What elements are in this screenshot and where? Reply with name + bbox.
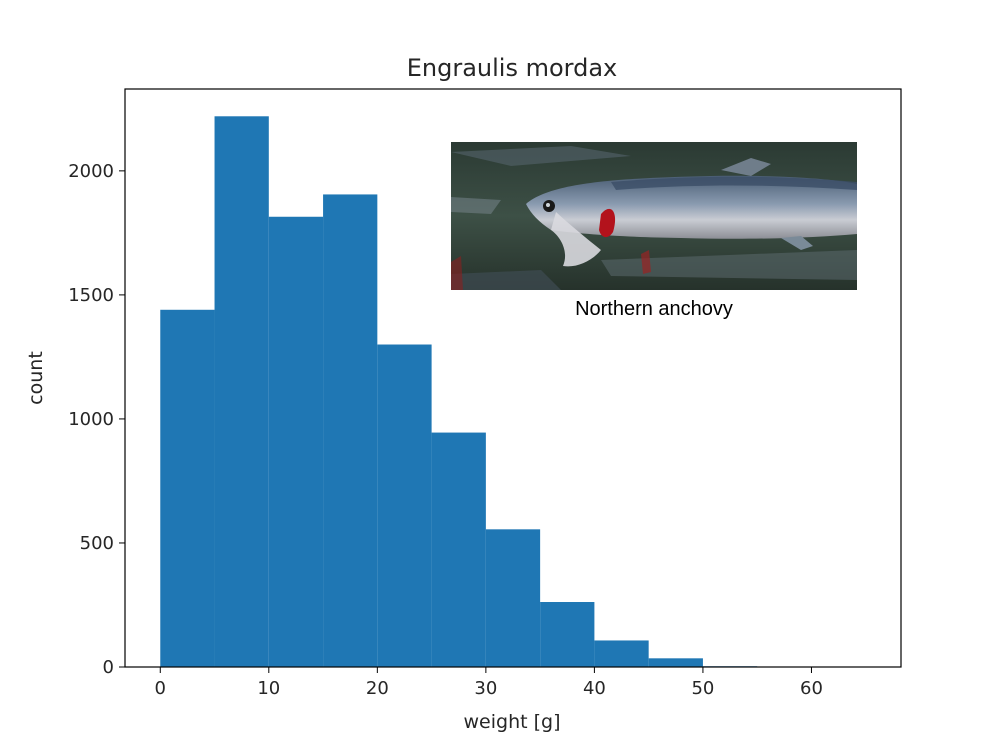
y-axis-label: count: [25, 351, 47, 405]
histogram-bar-5: [431, 432, 486, 667]
histogram-bar-8: [594, 640, 649, 667]
x-axis-label: weight [g]: [464, 711, 561, 733]
histogram-bar-9: [648, 658, 703, 667]
x-tick-label: 0: [155, 678, 166, 699]
histogram-bar-4: [377, 344, 432, 667]
y-tick-label: 500: [80, 533, 114, 554]
chart-title: Engraulis mordax: [407, 54, 618, 82]
x-tick-label: 20: [366, 678, 389, 699]
y-tick-label: 2000: [68, 161, 114, 182]
histogram-bar-7: [540, 602, 595, 667]
anchovy-photo: [451, 142, 857, 290]
histogram-bar-1: [214, 116, 269, 668]
x-tick-label: 60: [800, 678, 823, 699]
histogram-bar-3: [323, 194, 378, 667]
x-tick-label: 40: [583, 678, 606, 699]
x-axis-ticks: 0 10 20 30 40 50 60: [155, 667, 823, 699]
x-tick-label: 50: [691, 678, 714, 699]
y-tick-label: 1000: [68, 409, 114, 430]
plot-area-frame: [124, 88, 902, 668]
histogram-bar-6: [485, 529, 541, 667]
bars-group: [160, 116, 866, 668]
y-tick-label: 1500: [68, 285, 114, 306]
y-axis-ticks: 0 500 1000 1500 2000: [68, 161, 125, 678]
x-tick-label: 10: [257, 678, 280, 699]
inset-caption: Northern anchovy: [575, 298, 733, 320]
x-tick-label: 30: [474, 678, 497, 699]
y-tick-label: 0: [103, 657, 114, 678]
histogram-bar-0: [160, 309, 215, 667]
histogram-bar-2: [268, 216, 324, 667]
